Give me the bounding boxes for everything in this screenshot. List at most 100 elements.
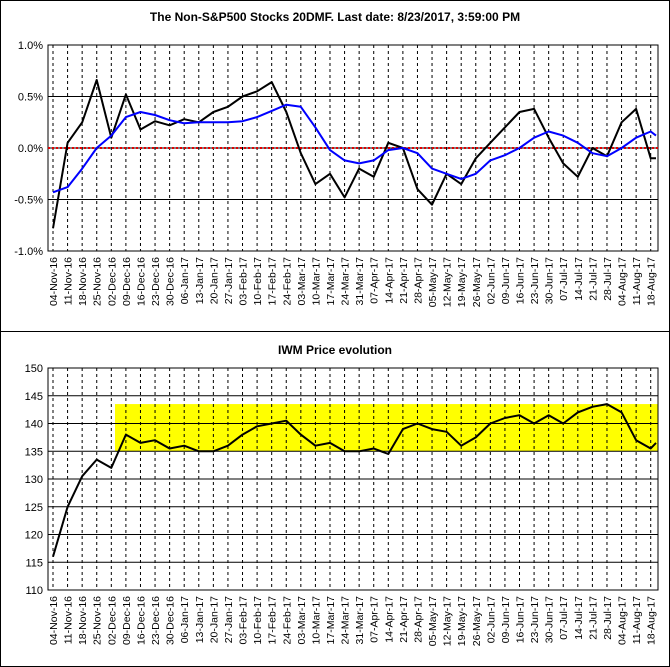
x-tick-label: 23-Dec-16	[150, 596, 162, 645]
x-tick-label: 04-Aug-17	[617, 257, 629, 306]
x-tick-label: 27-Jan-17	[223, 596, 235, 643]
y-tick-label: 0.0%	[18, 143, 43, 155]
y-tick-label: 0.5%	[18, 92, 43, 104]
x-tick-label: 25-Nov-16	[92, 596, 104, 645]
x-tick-label: 23-Jun-17	[529, 257, 541, 304]
x-tick-label: 20-Jan-17	[208, 596, 220, 643]
x-tick-label: 10-Mar-17	[310, 257, 322, 306]
x-tick-label: 11-Nov-16	[63, 596, 75, 644]
plot-area	[47, 367, 659, 591]
chart-title: IWM Price evolution	[278, 343, 392, 357]
x-tick-label: 25-Nov-16	[92, 257, 104, 306]
x-tick-label: 21-Apr-17	[398, 257, 410, 304]
x-tick-label: 30-Dec-16	[165, 257, 177, 306]
x-tick-label: 23-Dec-16	[150, 257, 162, 306]
x-tick-label: 30-Jun-17	[544, 596, 556, 643]
x-tick-label: 14-Apr-17	[383, 257, 395, 304]
x-tick-label: 24-Mar-17	[340, 257, 352, 306]
x-tick-label: 18-Aug-17	[646, 596, 658, 645]
x-tick-label: 28-Jul-17	[602, 257, 614, 301]
range-band	[115, 404, 658, 452]
x-tick-label: 17-Mar-17	[325, 257, 337, 306]
x-tick-label: 24-Mar-17	[340, 596, 352, 645]
x-tick-label: 26-May-17	[471, 596, 483, 646]
x-tick-label: 18-Nov-16	[77, 596, 89, 645]
x-tick-label: 03-Mar-17	[296, 257, 308, 306]
x-tick-label: 31-Mar-17	[354, 596, 366, 645]
x-tick-label: 07-Jul-17	[558, 596, 570, 640]
x-tick-label: 04-Aug-17	[617, 596, 629, 645]
x-tick-label: 03-Mar-17	[296, 596, 308, 645]
x-tick-label: 24-Feb-17	[281, 257, 293, 306]
x-tick-label: 19-May-17	[456, 596, 468, 646]
moving-average-line	[52, 103, 657, 194]
x-tick-label: 31-Mar-17	[354, 257, 366, 306]
x-tick-label: 30-Dec-16	[165, 596, 177, 645]
x-tick-label: 02-Jun-17	[485, 257, 497, 304]
x-tick-label: 17-Feb-17	[267, 596, 279, 645]
x-tick-label: 11-Aug-17	[631, 596, 643, 644]
x-tick-label: 13-Jan-17	[194, 257, 206, 304]
x-tick-label: 07-Jul-17	[558, 257, 570, 301]
x-tick-label: 09-Dec-16	[121, 257, 133, 306]
x-tick-label: 09-Dec-16	[121, 596, 133, 645]
x-tick-label: 21-Jul-17	[587, 596, 599, 640]
x-tick-label: 21-Jul-17	[587, 257, 599, 301]
y-tick-label: 135	[25, 446, 43, 458]
x-tick-label: 16-Dec-16	[135, 596, 147, 645]
y-tick-label: 150	[25, 363, 43, 375]
x-tick-label: 30-Jun-17	[544, 257, 556, 304]
x-tick-label: 26-May-17	[471, 257, 483, 307]
money-flow-line	[52, 79, 656, 229]
x-tick-label: 16-Dec-16	[135, 257, 147, 306]
price-line	[52, 403, 657, 557]
x-tick-label: 11-Aug-17	[631, 257, 643, 305]
x-tick-label: 17-Feb-17	[267, 257, 279, 306]
y-tick-label: 140	[25, 419, 43, 431]
x-tick-label: 12-May-17	[442, 596, 454, 646]
y-tick-label: 110	[25, 585, 43, 597]
x-tick-label: 16-Jun-17	[515, 257, 527, 304]
x-tick-label: 23-Jun-17	[529, 596, 541, 643]
x-tick-label: 13-Jan-17	[194, 596, 206, 643]
x-tick-label: 18-Nov-16	[77, 257, 89, 306]
x-tick-label: 04-Nov-16	[48, 596, 60, 645]
chart-title: The Non-S&P500 Stocks 20DMF. Last date: …	[150, 10, 520, 24]
x-tick-label: 09-Jun-17	[500, 596, 512, 643]
x-tick-label: 07-Apr-17	[369, 257, 381, 304]
x-tick-label: 07-Apr-17	[369, 596, 381, 643]
x-tick-label: 18-Aug-17	[646, 257, 658, 306]
x-tick-label: 21-Apr-17	[398, 596, 410, 643]
x-tick-label: 06-Jan-17	[179, 257, 191, 304]
y-tick-label: 125	[25, 502, 43, 514]
x-tick-label: 02-Dec-16	[106, 257, 118, 306]
x-tick-label: 04-Nov-16	[48, 257, 60, 306]
x-tick-label: 28-Jul-17	[602, 596, 614, 640]
x-tick-label: 10-Feb-17	[252, 257, 264, 306]
y-tick-label: 120	[25, 530, 43, 542]
x-tick-label: 03-Feb-17	[238, 257, 250, 306]
y-tick-label: 130	[25, 474, 43, 486]
x-tick-label: 10-Feb-17	[252, 596, 264, 645]
y-tick-label: -1.0%	[14, 246, 43, 258]
x-tick-label: 14-Jul-17	[573, 596, 585, 640]
x-tick-label: 27-Jan-17	[223, 257, 235, 304]
x-tick-label: 16-Jun-17	[515, 596, 527, 643]
x-tick-label: 14-Apr-17	[383, 596, 395, 643]
x-tick-label: 02-Dec-16	[106, 596, 118, 645]
x-tick-label: 14-Jul-17	[573, 257, 585, 301]
x-tick-label: 11-Nov-16	[63, 257, 75, 305]
x-tick-label: 09-Jun-17	[500, 257, 512, 304]
x-tick-label: 20-Jan-17	[208, 257, 220, 304]
x-tick-label: 19-May-17	[456, 257, 468, 307]
x-tick-label: 06-Jan-17	[179, 596, 191, 643]
x-tick-label: 24-Feb-17	[281, 596, 293, 645]
money-flow-chart: The Non-S&P500 Stocks 20DMF. Last date: …	[14, 10, 659, 307]
x-tick-label: 03-Feb-17	[238, 596, 250, 645]
x-tick-label: 10-Mar-17	[310, 596, 322, 645]
x-tick-label: 02-Jun-17	[485, 596, 497, 643]
y-tick-label: 145	[25, 391, 43, 403]
iwm-price-chart: IWM Price evolution 150 145 140 135 130 125 120…	[1, 331, 669, 646]
x-tick-label: 12-May-17	[442, 257, 454, 307]
